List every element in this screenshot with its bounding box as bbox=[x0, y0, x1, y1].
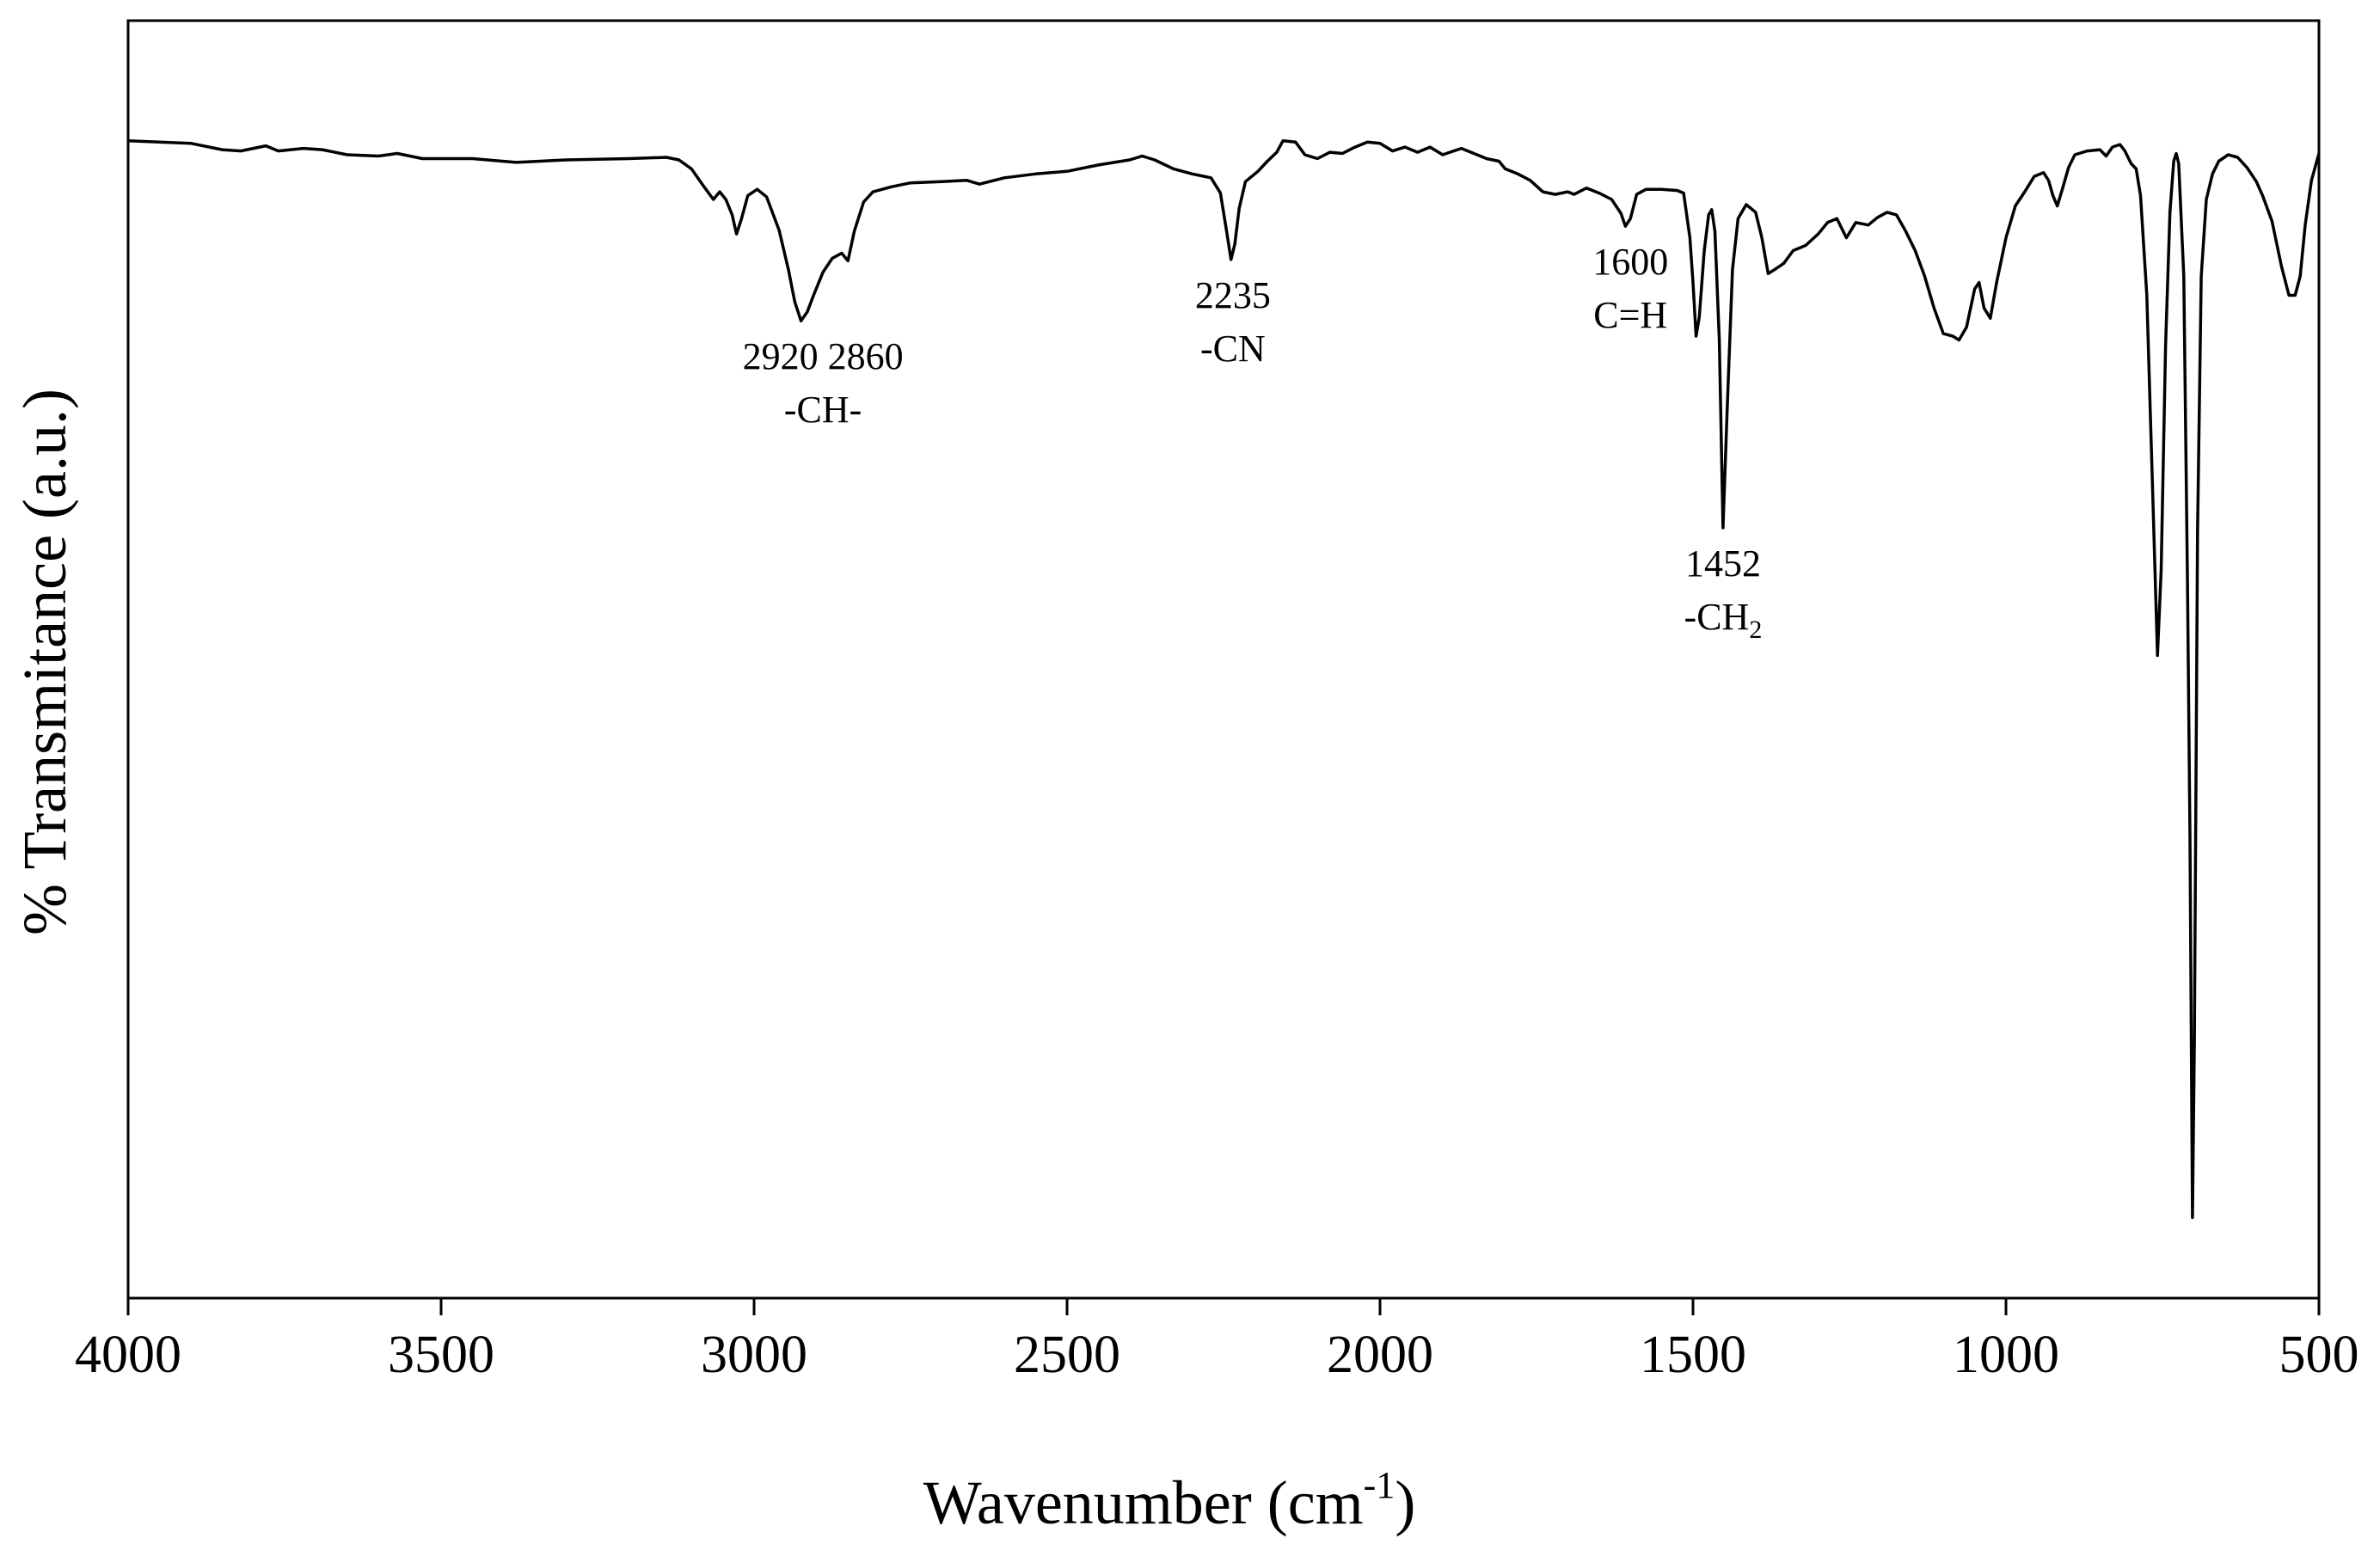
peak-annotation-line: 1600 bbox=[1592, 241, 1668, 283]
x-tick-label: 2500 bbox=[1014, 1326, 1120, 1384]
x-axis-ticks: 4000 3500 3000 2500 2000 1500 1000 500 bbox=[75, 1298, 2359, 1384]
peak-annotation-line: -CH2 bbox=[1684, 596, 1763, 644]
x-tick-label: 3000 bbox=[701, 1326, 807, 1384]
x-tick-label: 500 bbox=[2279, 1326, 2359, 1384]
spectrum-line bbox=[127, 138, 2321, 1220]
peak-annotations: 2920 2860 -CH- 2235 -CN 1600 C=H 1452 -CH2 bbox=[743, 241, 1763, 644]
x-axis-title: Wavenumber (cm-1) bbox=[923, 1464, 1416, 1537]
x-axis-title-close: ) bbox=[1395, 1468, 1415, 1537]
peak-annotation-line: 1452 bbox=[1685, 542, 1761, 585]
x-tick-label: 4000 bbox=[75, 1326, 181, 1384]
peak-annotation-line: -CH- bbox=[784, 389, 862, 431]
peak-annotation-line: C=H bbox=[1593, 294, 1667, 336]
x-tick-label: 2000 bbox=[1327, 1326, 1433, 1384]
peak-annotation-line: 2920 2860 bbox=[743, 335, 904, 377]
x-tick-label: 1000 bbox=[1953, 1326, 2059, 1384]
x-tick-label: 1500 bbox=[1640, 1326, 1746, 1384]
peak-annotation-subscript: 2 bbox=[1749, 616, 1762, 644]
x-axis-title-superscript: -1 bbox=[1364, 1464, 1395, 1506]
x-tick-label: 3500 bbox=[388, 1326, 494, 1384]
peak-annotation-line: -CN bbox=[1200, 328, 1266, 370]
y-axis-title: % Transmitance (a.u.) bbox=[10, 389, 79, 935]
peak-annotation-line: 2235 bbox=[1195, 274, 1271, 316]
plot-frame bbox=[126, 19, 2321, 1300]
